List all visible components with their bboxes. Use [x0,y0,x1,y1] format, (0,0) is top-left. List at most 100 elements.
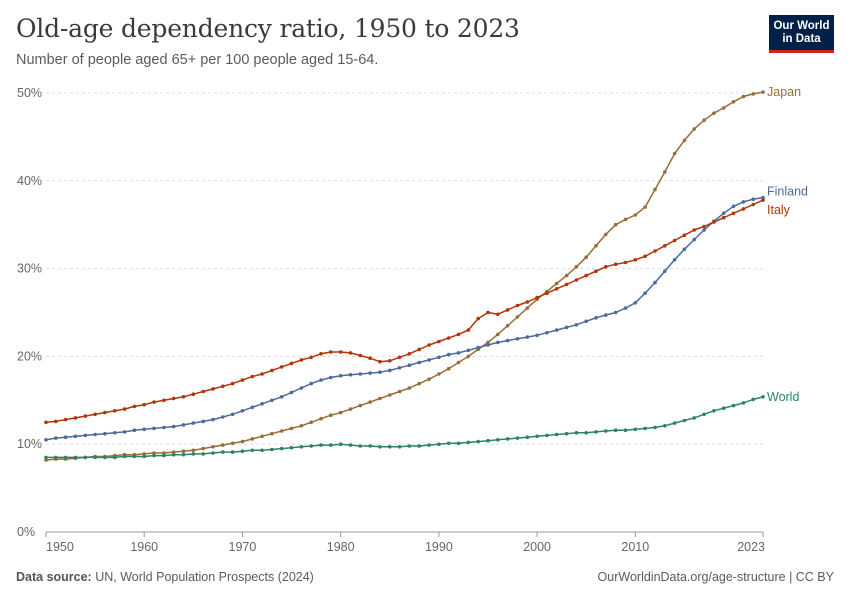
series-labels: Japan Finland Italy World [767,85,808,404]
data-point-japan [230,441,235,446]
y-tick-label: 50% [17,86,42,100]
data-point-italy [731,211,736,216]
data-point-finland [515,337,520,341]
data-point-japan [240,439,245,444]
data-point-japan [437,372,441,376]
data-point-finland [584,319,588,324]
data-point-finland [63,435,68,440]
data-point-italy [633,258,638,262]
data-point-world [221,450,225,454]
data-point-italy [122,407,127,411]
data-point-japan [211,445,215,449]
data-point-japan [633,213,638,217]
data-point-finland [731,204,736,209]
data-point-world [388,445,392,449]
data-point-world [230,450,235,454]
data-point-italy [486,310,490,315]
citation[interactable]: OurWorldinData.org/age-structure | CC BY [598,570,834,584]
data-point-japan [525,306,530,310]
data-point-world [751,397,755,402]
data-point-finland [446,352,451,357]
data-point-world [181,452,186,457]
data-point-japan [270,431,274,436]
data-point-italy [574,278,579,282]
x-tick-label: 1960 [130,540,158,554]
data-point-finland [299,386,304,390]
x-tick-label: 1950 [46,540,74,554]
data-point-japan [201,446,205,451]
data-point-japan [338,410,343,415]
data-point-italy [466,328,471,332]
data-point-world [122,454,127,459]
data-point-italy [348,351,353,355]
data-point-world [152,453,156,458]
data-point-finland [604,313,608,317]
citation-link[interactable]: OurWorldinData.org/age-structure | CC BY [597,570,834,584]
data-point-japan [554,281,559,286]
data-point-world [73,455,78,460]
data-point-world [574,431,579,435]
data-point-japan [368,400,372,404]
data-point-italy [171,396,176,401]
data-point-italy [388,359,392,363]
data-point-japan [751,92,755,96]
data-point-world [486,438,490,443]
data-point-world [496,438,500,442]
data-point-japan [329,413,333,418]
data-point-italy [113,409,117,413]
data-point-finland [535,333,539,338]
data-point-world [594,430,598,434]
data-point-japan [594,244,598,248]
data-point-japan [348,407,353,411]
data-point-finland [525,335,530,339]
logo-line-1: Our World [773,20,830,32]
data-point-italy [505,308,510,312]
data-point-italy [152,400,156,404]
data-point-finland [230,412,235,417]
data-point-japan [250,437,255,441]
data-point-world [319,443,323,447]
data-point-italy [191,392,196,397]
data-point-finland [682,247,687,252]
data-point-world [731,403,736,408]
data-point-japan [663,170,667,174]
data-point-finland [83,433,88,438]
data-point-japan [309,420,314,425]
data-point-finland [663,269,667,274]
data-point-world [171,452,176,457]
data-point-world [446,441,451,446]
data-point-japan [221,443,225,447]
data-point-world [191,452,196,456]
data-point-japan [505,323,510,328]
data-point-japan [721,106,726,110]
data-point-italy [407,352,412,356]
data-point-japan [496,332,500,337]
data-point-finland [378,370,382,375]
y-axis-tick-labels: 0% 10% 20% 30% 40% 50% [17,86,42,539]
data-point-finland [103,431,107,436]
series-lines [44,90,765,462]
data-point-world [132,454,137,459]
data-point-finland [643,291,647,296]
data-point-world [397,445,402,449]
y-tick-label: 10% [17,437,42,451]
data-point-finland [201,419,205,424]
data-point-world [211,451,215,455]
data-point-world [63,455,68,460]
data-point-world [250,448,255,453]
data-point-italy [613,262,618,267]
data-point-world [515,436,520,440]
x-tick-label: 1980 [327,540,355,554]
data-point-world [299,445,304,449]
x-tick-label: 2023 [737,540,765,554]
data-point-japan [181,449,186,454]
x-tick-label: 2000 [523,540,551,554]
data-point-finland [113,431,117,435]
data-point-world [712,409,716,413]
data-point-world [201,452,205,456]
data-point-finland [240,409,245,413]
owid-logo[interactable]: Our World in Data [769,15,834,53]
data-point-finland [397,366,402,370]
data-point-italy [162,398,166,403]
data-point-italy [211,387,215,391]
